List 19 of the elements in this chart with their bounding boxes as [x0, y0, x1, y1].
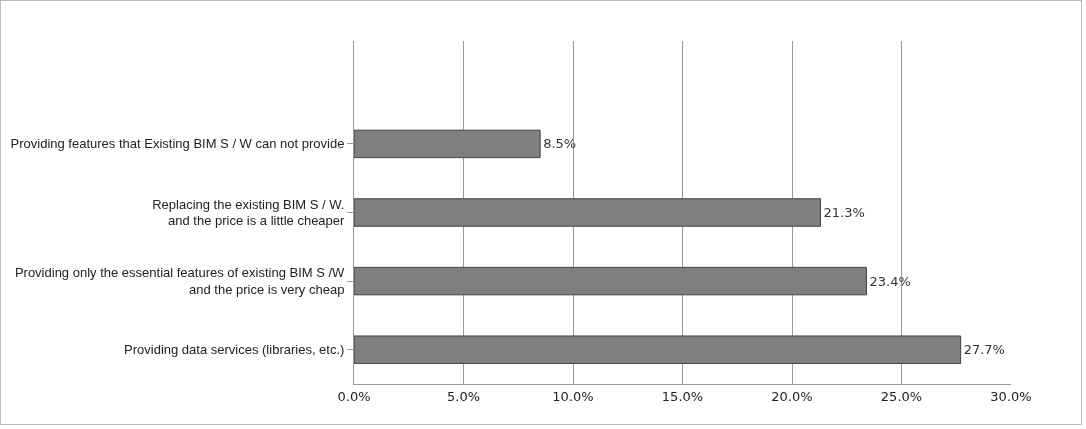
bar: [354, 266, 867, 296]
bar: [354, 129, 541, 159]
x-tick-label: 15.0%: [661, 388, 704, 404]
bar: [354, 335, 962, 364]
data-label: 27.7%: [963, 342, 1005, 358]
x-tick-label: 30.0%: [990, 388, 1032, 404]
data-label: 23.4%: [869, 273, 911, 289]
data-label: 8.5%: [543, 136, 577, 152]
x-tick-label: 0.0%: [337, 388, 371, 404]
data-label: 21.3%: [823, 205, 865, 220]
y-tick-label: Providing features that Existing BIM S / W can not provide: [10, 136, 345, 152]
y-tick-label: Replacing the existing BIM S / W. and the price is a little cheaper: [152, 196, 346, 229]
x-tick-label: 25.0%: [880, 388, 923, 404]
y-tick-label: Providing only the essential features of existing BIM S /W and the price is very cheap: [14, 265, 346, 298]
x-tick-label: 20.0%: [771, 388, 813, 404]
x-tick-label: 5.0%: [446, 388, 481, 404]
x-tick-label: 10.0%: [552, 388, 594, 404]
bar: [354, 198, 821, 227]
y-tick-label: Providing data services (libraries, etc.): [124, 342, 345, 358]
